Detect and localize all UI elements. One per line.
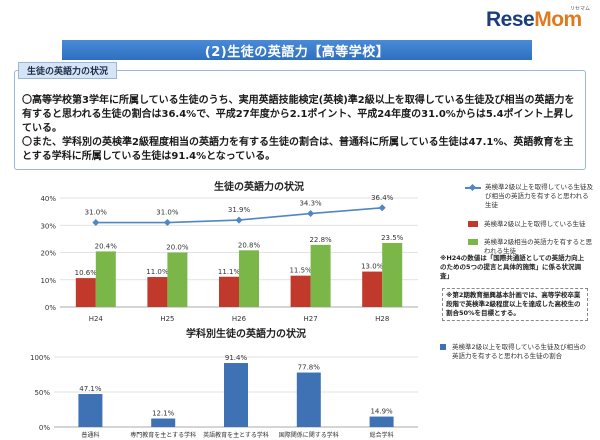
note-h24: ※H24の数値は「国際共通語としての英語力向上のための5つの提言と具体的施策」に… — [440, 254, 585, 280]
chart2-legend-swatch — [440, 344, 446, 350]
chart1-bar — [95, 251, 116, 307]
chart2-bar — [78, 394, 103, 427]
chart1-bar — [167, 252, 188, 307]
chart2-ytick-label: 100% — [30, 354, 50, 362]
chart2-bar — [151, 418, 176, 427]
chart1-data-label: 22.8% — [309, 236, 332, 244]
chart1-data-label: 34.3% — [299, 200, 322, 208]
chart2-legend-item: 英検準2級以上を取得している生徒及び相当の英語力を有すると思われる生徒の割合 — [440, 343, 590, 361]
chart1-legend-swatch — [468, 239, 478, 245]
chart2-bar — [369, 416, 394, 427]
chart2-data-label: 14.9% — [370, 408, 393, 416]
chart1-data-label: 31.0% — [156, 209, 179, 217]
chart2-bar — [224, 363, 248, 427]
chart1-xtick-label: H28 — [375, 315, 389, 323]
chart2-data-label: 91.4% — [225, 354, 248, 362]
chart1-legend-label: 英検準2級以上を取得している生徒 — [484, 220, 586, 228]
chart1-data-label: 31.0% — [85, 209, 108, 217]
chart1-series-line — [95, 207, 383, 224]
chart1-data-label: 11.1% — [218, 268, 241, 276]
chart1-data-label: 10.6% — [75, 269, 98, 277]
summary-tab: 生徒の英語力の状況 — [18, 62, 118, 79]
chart1-legend: 英検準2級以上を取得している生徒及び相当の英語力を有すると思われる生徒英検準2級… — [465, 183, 593, 265]
chart1-legend-label: 英検準2級相当の英語力を有すると思われる生徒 — [484, 238, 593, 255]
chart2-xtick-label: 国際関係に関する学科 — [279, 431, 339, 439]
summary-box — [14, 70, 586, 170]
chart1-legend-label: 英検準2級以上を取得している生徒及び相当の英語力を有すると思われる生徒 — [485, 183, 593, 209]
chart1-xtick-label: H27 — [304, 315, 318, 323]
chart1-bar — [310, 244, 331, 307]
chart1-bar — [290, 275, 311, 307]
chart1-data-label: 11.0% — [146, 268, 169, 276]
chart1-ytick-label: 0% — [45, 304, 56, 312]
chart2-legend: 英検準2級以上を取得している生徒及び相当の英語力を有すると思われる生徒の割合 — [440, 343, 590, 361]
chart1-data-label: 20.0% — [166, 244, 189, 252]
summary-paragraph-1: 〇高等学校第3学年に所属している生徒のうち、実用英語技能検定(英検)準2級以上を… — [22, 95, 575, 134]
chart1-bar — [147, 277, 168, 307]
chart1-legend-item: 英検準2級以上を取得している生徒 — [465, 220, 593, 229]
chart1-xtick-label: H25 — [160, 315, 174, 323]
chart1-data-label: 20.4% — [95, 242, 118, 250]
chart2-data-label: 12.1% — [152, 410, 175, 418]
chart2-data-label: 47.1% — [79, 385, 102, 393]
chart1-point — [92, 219, 100, 227]
chart1-legend-swatch — [468, 221, 478, 227]
section-banner: (2)生徒の英語力【高等学校】 — [62, 40, 532, 60]
chart1-ytick-label: 10% — [40, 277, 56, 285]
chart1-bar — [219, 276, 239, 307]
note-target: ※第2期教育振興基本計画では、高等学校卒業段階で英検準2級程度以上を達成した高校… — [442, 288, 588, 321]
chart1-ytick-label: 20% — [40, 250, 56, 258]
resemom-logo: ReseMom リセマム — [486, 6, 592, 34]
chart1-title: 生徒の英語力の状況 — [214, 180, 304, 193]
chart1-data-label: 13.0% — [361, 263, 384, 271]
chart2-xtick-label: 専門教育を主とする学科 — [130, 431, 196, 439]
summary-paragraph-2: 〇また、学科別の英検準2級程度相当の英語力を有する生徒の割合は、普通科に所属して… — [22, 137, 574, 162]
chart1-legend-swatch — [465, 183, 481, 192]
chart1-data-label: 20.8% — [238, 241, 261, 249]
chart1-data-label: 31.9% — [228, 206, 251, 214]
chart1-ytick-label: 30% — [40, 222, 56, 230]
chart1-bar — [75, 278, 96, 307]
chart2-bar — [296, 372, 321, 427]
chart2-xtick-label: 普通科 — [81, 431, 99, 439]
chart2-ytick-label: 50% — [34, 389, 50, 397]
chart2-data-label: 77.8% — [298, 364, 321, 372]
logo-subtext: リセマム — [569, 6, 590, 12]
chart1-data-label: 23.5% — [381, 234, 404, 242]
chart1-point — [235, 216, 243, 224]
chart1-xtick-label: H26 — [232, 315, 247, 323]
chart1-point — [163, 219, 171, 227]
chart1-xtick-label: H24 — [89, 315, 104, 323]
chart1-point — [307, 210, 315, 218]
chart2-xtick-label: 総合学科 — [370, 431, 394, 439]
chart2-title: 学科別生徒の英語力の状況 — [186, 327, 306, 340]
chart1-point — [378, 204, 386, 212]
chart1-data-label: 36.4% — [371, 194, 394, 202]
chart2-legend-label: 英検準2級以上を取得している生徒及び相当の英語力を有すると思われる生徒の割合 — [452, 343, 586, 360]
chart2-ytick-label: 0% — [39, 424, 50, 432]
chart1-bar — [382, 242, 403, 307]
logo-text: ReseMom — [486, 8, 582, 31]
chart1-ytick-label: 40% — [40, 195, 56, 203]
chart1-legend-item: 英検準2級相当の英語力を有すると思われる生徒 — [465, 238, 593, 256]
chart1-bar — [239, 250, 259, 307]
chart1-bar — [362, 271, 383, 307]
chart1-legend-item: 英検準2級以上を取得している生徒及び相当の英語力を有すると思われる生徒 — [465, 183, 593, 210]
chart1-data-label: 11.5% — [289, 267, 312, 275]
chart2-xtick-label: 英語教育を主とする学科 — [203, 431, 269, 439]
